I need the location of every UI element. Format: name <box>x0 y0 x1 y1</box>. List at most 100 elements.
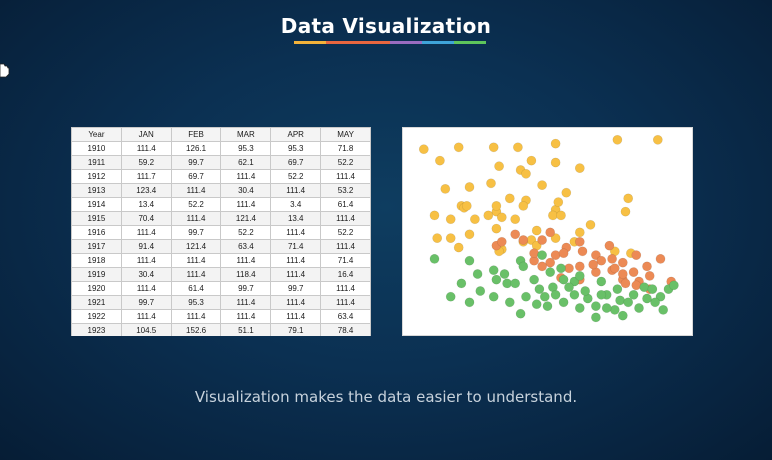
scatter-point <box>515 308 526 319</box>
scatter-point <box>564 282 574 293</box>
scatter-point <box>491 223 502 234</box>
scatter-point <box>534 284 545 294</box>
table-cell: 111.4 <box>170 253 222 268</box>
scatter-point <box>464 229 475 240</box>
table-cell: 30.4 <box>120 267 172 282</box>
scatter-point <box>617 310 628 321</box>
scatter-point <box>418 144 429 155</box>
table-row: 1922 111.4 111.4 111.4 111.4 63.4 <box>71 309 371 324</box>
table-cell: 111.4 <box>120 309 172 324</box>
table-cell: 121.4 <box>220 211 272 226</box>
scatter-point <box>588 259 599 270</box>
scatter-point <box>642 293 652 304</box>
table-row: 1919 30.4 111.4 118.4 111.4 16.4 <box>71 267 371 282</box>
scatter-point <box>550 289 561 300</box>
table-cell: 99.7 <box>270 281 322 296</box>
table-cell: 1914 <box>71 197 122 212</box>
table-cell: 95.3 <box>270 141 322 156</box>
scatter-point <box>644 270 655 281</box>
scatter-point <box>612 284 623 294</box>
table-cell: 71.8 <box>320 141 371 156</box>
scatter-point <box>553 197 564 207</box>
table-row: 1923 104.5 152.6 51.1 79.1 78.4 <box>71 323 371 336</box>
scatter-point <box>545 227 556 238</box>
scatter-point <box>432 233 443 243</box>
table-cell: 71.4 <box>270 239 322 254</box>
scatter-point <box>475 286 486 296</box>
data-table: Year JAN FEB MAR APR MAY 1910 111.4 126.1 95.3 95… <box>71 127 371 336</box>
scatter-point <box>612 134 623 145</box>
table-cell: 111.4 <box>270 183 322 198</box>
table-cell: 111.4 <box>120 225 172 240</box>
table-cell: 79.1 <box>270 323 322 336</box>
scatter-plot <box>418 134 679 323</box>
scatter-point <box>609 304 620 315</box>
scatter-point <box>529 274 540 285</box>
column-header: APR <box>270 127 322 142</box>
scatter-point <box>628 289 639 300</box>
table-row: 1910 111.4 126.1 95.3 95.3 71.8 <box>71 141 371 156</box>
scatter-point <box>617 269 628 279</box>
table-cell: 69.7 <box>170 169 222 184</box>
scatter-point <box>631 250 642 260</box>
scatter-point <box>488 142 499 153</box>
table-cell: 99.7 <box>170 225 222 240</box>
table-row: 1921 99.7 95.3 111.4 111.4 111.4 <box>71 295 371 310</box>
scatter-point <box>440 184 451 194</box>
table-cell: 111.4 <box>270 267 322 282</box>
table-cell: 1919 <box>71 267 122 282</box>
scatter-point <box>628 267 639 277</box>
scatter-point <box>464 182 475 192</box>
scatter-point <box>488 291 499 302</box>
scatter-point <box>590 312 601 323</box>
scatter-point <box>435 155 445 166</box>
table-cell: 111.4 <box>320 281 371 296</box>
scatter-point <box>531 299 542 310</box>
scatter-point <box>556 263 566 274</box>
scatter-point <box>558 248 569 259</box>
column-header: FEB <box>170 127 222 142</box>
table-cell: 111.4 <box>170 309 222 324</box>
scatter-point <box>531 225 542 236</box>
table-row: 1920 111.4 61.4 99.7 99.7 111.4 <box>71 281 371 296</box>
table-cell: 70.4 <box>120 211 172 226</box>
scatter-point <box>539 291 550 302</box>
table-cell: 111.4 <box>120 253 172 268</box>
table-cell: 111.4 <box>270 253 322 268</box>
scatter-point <box>491 201 502 211</box>
table-header-row: Year JAN FEB MAR APR MAY <box>71 127 371 142</box>
table-cell: 91.4 <box>120 239 172 254</box>
scatter-point <box>496 212 507 223</box>
scatter-point <box>596 255 607 266</box>
scatter-point <box>668 280 679 291</box>
underline-segment <box>294 41 326 44</box>
table-cell: 111.7 <box>120 169 172 184</box>
table-cell: 111.4 <box>120 281 172 296</box>
table-cell: 111.4 <box>120 141 172 156</box>
table-cell: 111.4 <box>220 295 272 310</box>
table-cell: 111.4 <box>270 309 322 324</box>
scatter-point <box>488 265 499 276</box>
scatter-point <box>558 297 569 308</box>
scatter-point <box>537 235 547 245</box>
table-cell: 69.7 <box>270 155 322 170</box>
title-underline <box>294 41 486 44</box>
scatter-point <box>620 278 631 289</box>
scatter-point <box>642 261 652 272</box>
table-cell: 52.2 <box>270 169 322 184</box>
scatter-point <box>537 180 547 190</box>
scatter-point <box>521 168 531 179</box>
table-cell: 95.3 <box>220 141 272 156</box>
table-cell: 99.7 <box>220 281 272 296</box>
table-cell: 111.4 <box>320 295 371 310</box>
scatter-point <box>464 297 475 308</box>
table-cell: 52.2 <box>220 225 272 240</box>
scatter-point <box>607 253 617 264</box>
scatter-point <box>574 303 585 313</box>
table-cell: 59.2 <box>120 155 172 170</box>
scatter-point <box>496 236 507 247</box>
table-cell: 52.2 <box>170 197 222 212</box>
scatter-point <box>510 229 521 240</box>
caption-text: Visualization makes the data easier to u… <box>194 388 578 406</box>
table-row: 1915 70.4 111.4 121.4 13.4 111.4 <box>71 211 371 226</box>
